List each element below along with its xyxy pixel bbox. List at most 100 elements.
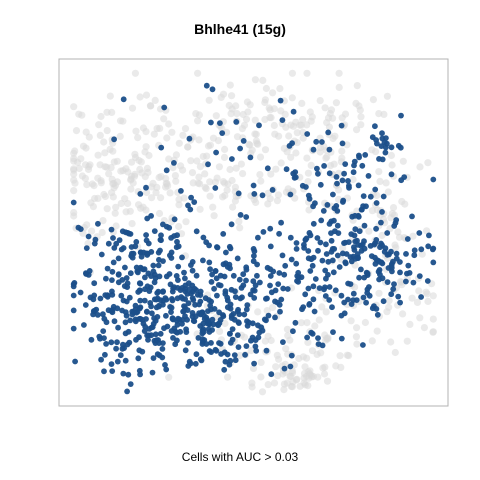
background-cell-point: [321, 331, 329, 339]
background-cell-point: [337, 363, 345, 371]
background-cell-point: [303, 319, 311, 327]
auc-positive-cell-point: [230, 272, 237, 279]
auc-positive-cell-point: [132, 243, 139, 250]
auc-positive-cell-point: [115, 279, 122, 286]
auc-positive-cell-point: [160, 221, 166, 228]
background-cell-point: [307, 161, 315, 169]
background-cell-point: [424, 297, 432, 305]
background-cell-point: [227, 110, 235, 118]
auc-positive-cell-point: [70, 307, 77, 314]
auc-positive-cell-point: [356, 228, 363, 235]
auc-positive-cell-point: [398, 112, 404, 119]
background-cell-point: [415, 287, 423, 295]
background-cell-point: [103, 127, 111, 135]
auc-positive-cell-point: [214, 292, 220, 299]
auc-positive-cell-point: [154, 290, 161, 296]
auc-positive-cell-point: [105, 240, 112, 247]
background-cell-point: [352, 99, 360, 107]
background-cell-point: [262, 84, 270, 93]
auc-positive-cell-point: [424, 278, 431, 284]
auc-positive-cell-point: [397, 269, 403, 276]
background-cell-point: [292, 149, 300, 157]
background-cell-point: [157, 194, 165, 202]
background-cell-point: [251, 76, 259, 84]
auc-positive-cell-point: [406, 270, 413, 276]
auc-positive-cell-point: [156, 340, 162, 346]
auc-positive-cell-point: [326, 284, 333, 290]
auc-positive-cell-point: [250, 246, 257, 252]
auc-positive-cell-point: [143, 237, 150, 244]
auc-positive-cell-point: [97, 295, 104, 302]
auc-positive-cell-point: [122, 264, 128, 271]
auc-positive-cell-point: [127, 270, 134, 277]
auc-positive-cell-point: [136, 316, 143, 322]
background-cell-point: [132, 127, 140, 135]
auc-positive-cell-point: [345, 178, 351, 184]
background-cell-point: [214, 137, 222, 145]
auc-positive-cell-point: [258, 324, 265, 331]
background-cell-point: [74, 158, 82, 166]
auc-positive-cell-point: [374, 311, 381, 318]
background-cell-point: [99, 217, 107, 225]
auc-positive-cell-point: [237, 145, 244, 152]
auc-positive-cell-point: [127, 381, 134, 387]
background-cell-point: [383, 92, 391, 100]
auc-positive-cell-point: [341, 170, 347, 177]
auc-positive-cell-point: [212, 268, 219, 274]
background-cell-point: [288, 69, 296, 77]
auc-positive-cell-point: [148, 249, 155, 255]
background-cell-point: [418, 250, 426, 258]
auc-positive-cell-point: [366, 292, 373, 299]
background-cell-point: [399, 157, 407, 165]
background-cell-point: [272, 363, 280, 371]
auc-positive-cell-point: [302, 291, 309, 298]
auc-positive-cell-point: [264, 165, 271, 172]
background-cell-point: [329, 134, 337, 143]
auc-positive-cell-point: [91, 280, 98, 287]
auc-positive-cell-point: [135, 269, 141, 276]
auc-positive-cell-point: [342, 239, 349, 246]
background-cell-point: [382, 179, 390, 187]
auc-positive-cell-point: [152, 331, 159, 338]
auc-positive-cell-point: [222, 358, 229, 365]
background-cell-point: [261, 146, 270, 154]
auc-positive-cell-point: [178, 294, 185, 300]
background-cell-point: [71, 147, 79, 155]
background-cell-point: [103, 205, 111, 213]
auc-positive-cell-point: [379, 209, 385, 215]
auc-positive-cell-point: [278, 219, 284, 226]
auc-positive-cell-point: [379, 156, 386, 163]
auc-positive-cell-point: [404, 236, 411, 242]
background-cell-point: [305, 206, 313, 214]
background-cell-point: [257, 373, 265, 381]
background-cell-point: [164, 182, 172, 190]
background-cell-point: [387, 214, 395, 222]
auc-positive-cell-point: [319, 342, 326, 349]
background-cell-point: [128, 220, 136, 228]
auc-positive-cell-point: [430, 259, 437, 266]
auc-positive-cell-point: [319, 257, 326, 264]
background-cell-point: [201, 183, 209, 191]
auc-positive-cell-point: [133, 239, 140, 245]
auc-positive-cell-point: [144, 309, 150, 315]
background-cell-point: [94, 174, 102, 182]
background-cell-point: [339, 244, 347, 252]
auc-positive-cell-point: [252, 282, 259, 289]
auc-positive-cell-point: [250, 258, 257, 265]
auc-positive-cell-point: [111, 136, 117, 143]
auc-positive-cell-point: [348, 301, 355, 307]
auc-positive-cell-point: [220, 261, 227, 268]
auc-positive-cell-point: [208, 119, 214, 126]
background-cell-point: [195, 136, 203, 144]
auc-positive-cell-point: [227, 301, 234, 308]
auc-positive-cell-point: [96, 333, 103, 340]
background-cell-point: [408, 294, 416, 302]
background-cell-point: [96, 131, 104, 139]
auc-positive-cell-point: [144, 332, 151, 339]
background-cell-point: [257, 177, 265, 185]
background-cell-point: [392, 244, 400, 252]
auc-positive-cell-point: [363, 299, 369, 306]
background-cell-point: [409, 232, 417, 240]
background-cell-point: [212, 112, 220, 120]
auc-positive-cell-point: [141, 266, 148, 273]
